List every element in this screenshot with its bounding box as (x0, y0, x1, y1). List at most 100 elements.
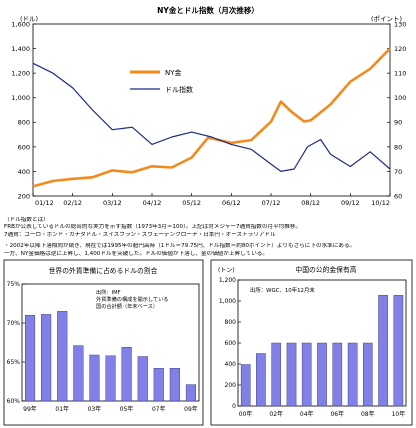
left-tick-label: 1,400 (11, 45, 30, 53)
right-tick-label: 130 (394, 20, 406, 28)
y-tick-label: 600 (225, 340, 237, 347)
x-tick-label: 06年 (330, 410, 344, 418)
usd-reserve-share-chart: 世界の外貨準備に占めるドルの割合 75% 70% 65% 60% 99年 01年 03年 0… (3, 259, 204, 426)
bar (256, 353, 266, 407)
x-tick-label: 02/12 (63, 199, 82, 207)
x-tick-label: 09年 (184, 405, 198, 413)
legend-label-gold: NY金 (165, 68, 182, 77)
x-tick-label: 07年 (152, 405, 166, 413)
x-tick-label: 08年 (361, 410, 375, 418)
bar (105, 355, 116, 402)
gold-dollar-chart: NY金とドル指数（月次推移） (ドル) (ポイント) 1,600 1,400 1,2… (11, 5, 406, 207)
y-tick-label: 65% (7, 359, 21, 366)
right-tick-label: 80 (394, 143, 402, 151)
left-axis-unit: (ドル) (20, 15, 38, 23)
x-tick-label: 03/12 (103, 199, 122, 207)
y-tick-label: 1,200 (219, 277, 236, 284)
bar (301, 342, 312, 407)
usd-chart-frame (3, 259, 204, 426)
left-tick-label: 1,200 (11, 70, 30, 78)
left-tick-label: 800 (18, 119, 30, 127)
x-axis-ticks: 01/12 02/12 03/12 04/12 05/12 06/12 07/12 08/12… (32, 193, 391, 207)
y-tick-label: 400 (225, 361, 237, 368)
x-tick-label: 07/12 (262, 199, 281, 207)
right-axis-ticks: 130 120 110 100 90 80 70 60 (387, 20, 406, 200)
x-tick-label: 04/12 (143, 199, 162, 207)
bar (185, 384, 197, 402)
x-tick-label: 01年 (55, 405, 69, 413)
right-tick-label: 90 (394, 119, 402, 127)
usd-annotation-line: 出所：IMF (96, 288, 121, 296)
cn-chart-title: 中国の公的金保有高 (295, 265, 356, 274)
bar (317, 342, 327, 407)
right-axis-unit: (ポイント) (371, 15, 402, 23)
cn-chart-frame (210, 259, 413, 426)
x-tick-label: 10年 (392, 410, 406, 418)
main-chart-title: NY金とドル指数（月次推移） (157, 5, 259, 15)
y-tick-label: 75% (7, 281, 21, 288)
bar (121, 346, 132, 402)
notes-line: ・2002年以降下落傾向が続き、現在では1995年の超円高時（1ドル＝79.75… (4, 243, 356, 250)
bar (347, 342, 358, 407)
bar (153, 367, 164, 402)
legend-label-dollar: ドル指数 (165, 85, 193, 94)
china-gold-holdings-chart: (トン) 中国の公的金保有高 1,200 1,000 800 600 400 200 0 0… (210, 259, 413, 426)
usd-x-axis-ticks: 99年 01年 03年 05年 07年 09年 (23, 405, 198, 413)
usd-annotation: 出所：IMF 外貨準備の構成を開示している 国の合計額（年末ベース） (96, 288, 168, 310)
notes-heading: （ドル指数とは） (4, 217, 49, 223)
bar (271, 342, 281, 407)
bar (89, 354, 100, 402)
left-tick-label: 200 (18, 192, 30, 200)
x-tick-label: 10/12 (371, 199, 390, 207)
dollar-index-notes: （ドル指数とは） FRBが公表しているドルの総合的な実力を示す指数（1973年3… (4, 217, 412, 258)
usd-y-axis-ticks: 75% 70% 65% 60% (7, 281, 25, 405)
x-tick-label: 08/12 (301, 199, 320, 207)
bar (41, 314, 52, 402)
x-tick-label: 03年 (88, 405, 102, 413)
cn-y-axis-ticks: 1,200 1,000 800 600 400 200 0 (219, 277, 241, 410)
bar (378, 295, 388, 407)
y-tick-label: 0 (232, 403, 236, 410)
x-tick-label: 01/12 (35, 199, 54, 207)
left-tick-label: 1,000 (11, 94, 30, 102)
usd-chart-title: 世界の外貨準備に占めるドルの割合 (49, 266, 158, 275)
x-tick-label: 05年 (120, 405, 134, 413)
right-tick-label: 120 (394, 45, 406, 53)
right-tick-label: 60 (394, 192, 402, 200)
usd-annotation-line: 外貨準備の構成を開示している (96, 295, 168, 303)
series-line-dollar-index (32, 62, 391, 172)
bar (362, 342, 373, 407)
left-tick-label: 1,600 (11, 20, 30, 28)
right-tick-label: 100 (394, 94, 406, 102)
x-tick-label: 02年 (269, 410, 283, 418)
series-line-gold (32, 47, 391, 188)
y-tick-label: 800 (225, 319, 237, 326)
bar (393, 295, 404, 407)
bar (57, 311, 68, 402)
notes-line: 一方、NY金価格は逆に上昇し、1,400ドルを突破した。ドルの価値が下落し、金の… (4, 250, 268, 257)
y-tick-label: 1,000 (219, 298, 236, 305)
notes-line: 7通貨：ユーロ・ポンド・カナダドル・スイスフラン・スウェーデンクローナ・日本円・… (4, 231, 276, 238)
x-tick-label: 09/12 (341, 199, 360, 207)
usd-annotation-line: 国の合計額（年末ベース） (96, 302, 158, 310)
left-axis-ticks: 1,600 1,400 1,200 1,000 800 600 400 200 (11, 20, 36, 200)
x-tick-label: 99年 (23, 405, 37, 413)
cn-chart-unit: (トン) (218, 267, 235, 274)
left-tick-label: 400 (18, 168, 30, 176)
cn-x-axis-ticks: 00年 02年 04年 06年 08年 10年 (239, 410, 405, 418)
cn-bars (240, 295, 404, 407)
right-tick-label: 110 (394, 70, 406, 78)
bar (332, 342, 343, 407)
x-tick-label: 05/12 (182, 199, 201, 207)
bar (169, 367, 180, 402)
legend: NY金 ドル指数 (130, 68, 193, 94)
main-plot-frame (32, 23, 391, 197)
right-tick-label: 70 (394, 168, 402, 176)
y-tick-label: 70% (7, 320, 21, 327)
bar (240, 364, 251, 407)
left-tick-label: 600 (18, 143, 30, 151)
y-tick-label: 60% (7, 398, 21, 405)
x-tick-label: 06/12 (222, 199, 241, 207)
notes-line: FRBが公表しているドルの総合的な実力を示す指数（1973年3月＝100）。上記… (4, 224, 302, 231)
y-tick-label: 200 (225, 382, 237, 389)
